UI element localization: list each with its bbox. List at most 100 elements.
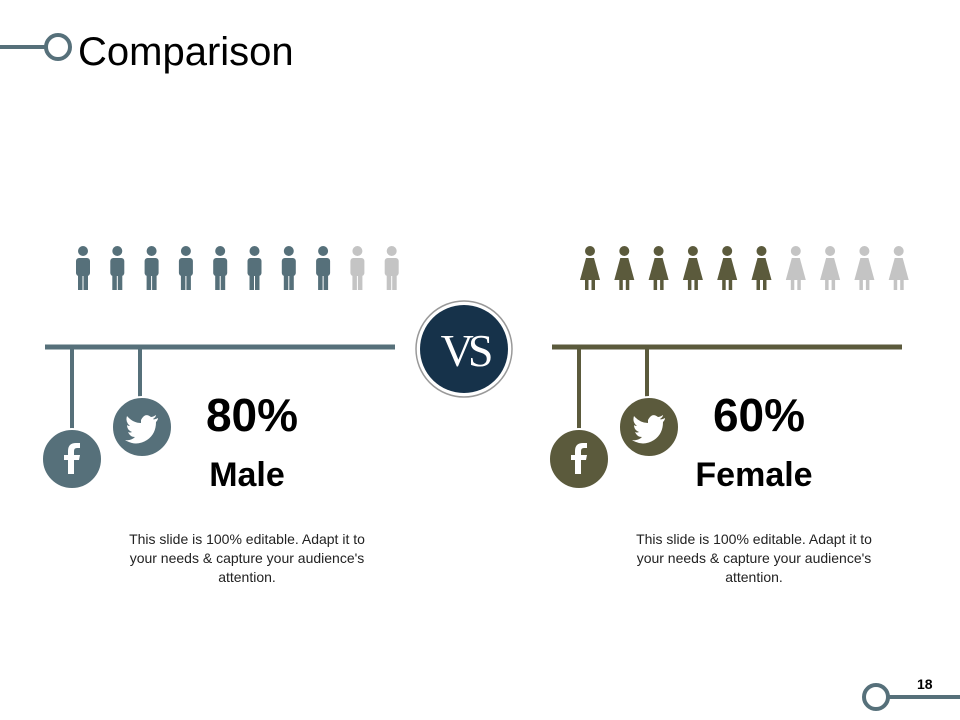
percent-label: 80% — [205, 389, 299, 441]
head — [653, 246, 664, 256]
person-filled — [648, 246, 669, 290]
leg — [323, 272, 329, 290]
person-filled — [682, 246, 703, 290]
leg — [283, 272, 289, 290]
person-filled — [144, 246, 159, 290]
leg — [255, 272, 260, 290]
torso — [110, 258, 125, 276]
leg — [694, 279, 698, 290]
person-filled — [717, 246, 738, 290]
torso — [281, 258, 296, 276]
group-label: Male — [209, 456, 285, 494]
leg — [900, 279, 904, 290]
person-filled — [316, 246, 331, 290]
head — [318, 246, 329, 256]
leg — [220, 272, 226, 290]
facebook-icon — [571, 443, 587, 474]
vs-badge — [420, 305, 508, 393]
leg — [352, 272, 357, 290]
person-filled — [110, 246, 125, 290]
leg — [797, 279, 801, 290]
head — [790, 246, 801, 256]
head — [352, 246, 363, 256]
leg — [756, 279, 760, 290]
leg — [831, 279, 836, 290]
leg — [859, 279, 863, 290]
icon-array — [580, 246, 909, 290]
head — [386, 246, 397, 256]
twitter-icon — [125, 415, 158, 444]
person-filled — [281, 246, 296, 290]
person-empty — [820, 246, 841, 290]
percent-label: 60% — [712, 389, 806, 441]
person-empty — [350, 246, 365, 290]
dress — [717, 258, 738, 280]
icon-array — [76, 246, 399, 290]
head — [722, 246, 733, 256]
torso — [144, 258, 159, 276]
person-filled — [178, 246, 193, 290]
leg — [180, 272, 186, 290]
head — [283, 246, 294, 256]
head — [859, 246, 870, 256]
decor-circle — [44, 33, 72, 61]
dress — [580, 258, 600, 280]
leg — [865, 279, 870, 290]
person-empty — [854, 246, 875, 290]
head — [619, 246, 630, 256]
torso — [213, 258, 228, 276]
dress — [682, 258, 703, 280]
head — [146, 246, 157, 256]
vs-text: VS — [441, 325, 491, 376]
leg — [619, 279, 623, 290]
person-filled — [614, 246, 635, 290]
torso — [247, 258, 262, 276]
leg — [318, 272, 323, 290]
leg — [625, 279, 630, 290]
leg — [660, 279, 664, 290]
leg — [117, 272, 123, 290]
head — [756, 246, 767, 256]
head — [585, 246, 595, 256]
head — [825, 246, 836, 256]
dress — [614, 258, 635, 280]
head — [893, 246, 904, 256]
leg — [653, 279, 658, 290]
leg — [763, 279, 767, 290]
leg — [146, 272, 152, 290]
dress — [854, 258, 875, 280]
person-filled — [247, 246, 262, 290]
person-empty — [888, 246, 909, 290]
person-filled — [580, 246, 600, 290]
decor-circle — [862, 683, 890, 711]
person-filled — [213, 246, 228, 290]
facebook-icon — [64, 443, 80, 474]
twitter-icon — [632, 415, 665, 444]
torso — [384, 258, 399, 276]
leg — [215, 272, 220, 290]
dress — [888, 258, 909, 280]
leg — [585, 279, 589, 290]
leg — [386, 272, 392, 290]
torso — [76, 258, 90, 276]
leg — [112, 272, 117, 290]
leg — [722, 279, 726, 290]
person-empty — [384, 246, 399, 290]
torso — [316, 258, 331, 276]
leg — [289, 272, 294, 290]
dress — [820, 258, 841, 280]
person-filled — [751, 246, 772, 290]
dress — [648, 258, 669, 280]
leg — [591, 279, 595, 290]
leg — [728, 279, 733, 290]
torso — [178, 258, 193, 276]
leg — [357, 272, 363, 290]
leg — [893, 279, 898, 290]
group-label: Female — [695, 456, 813, 494]
description: This slide is 100% editable. Adapt it to… — [636, 531, 872, 585]
leg — [825, 279, 829, 290]
head — [112, 246, 123, 256]
head — [249, 246, 260, 256]
